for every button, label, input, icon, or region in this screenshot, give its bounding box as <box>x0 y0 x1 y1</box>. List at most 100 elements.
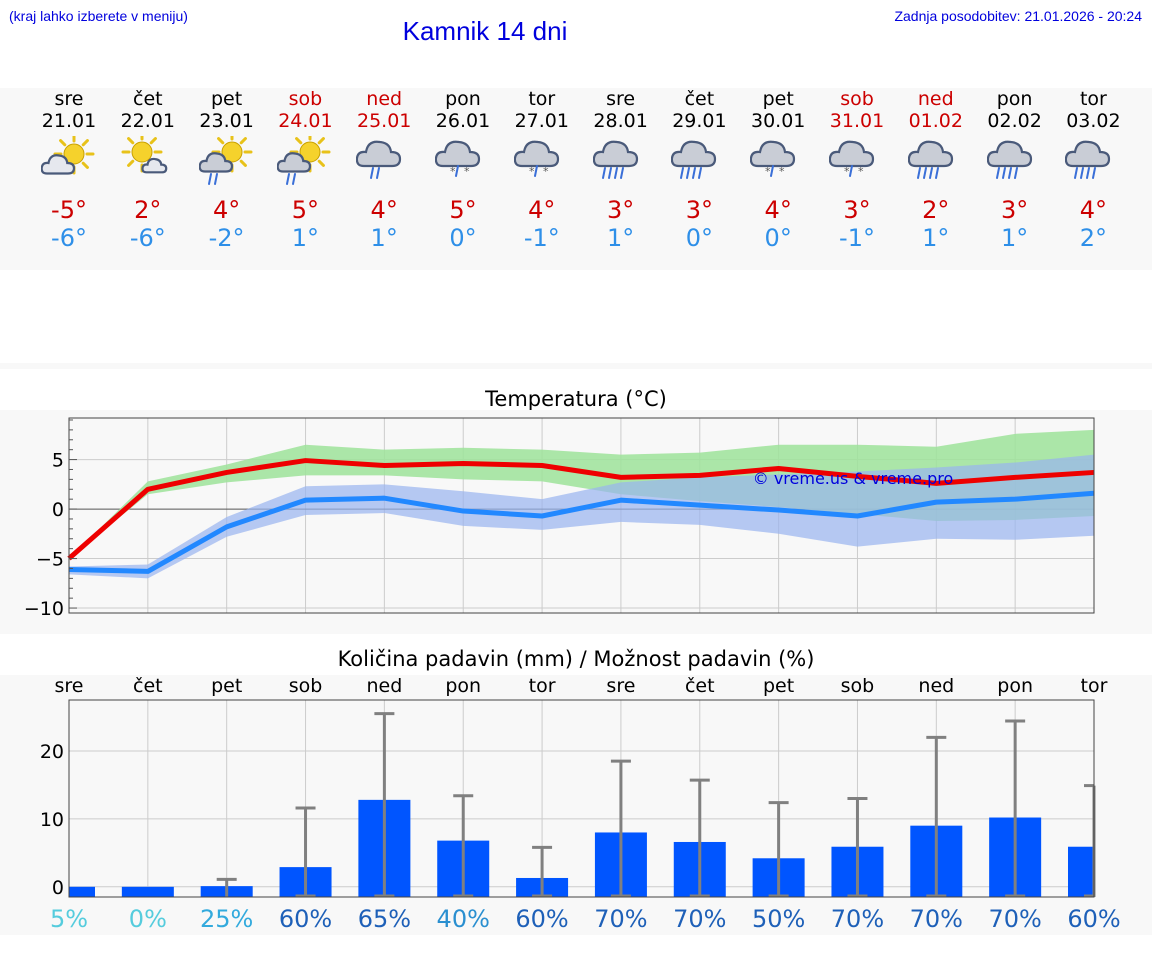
probability-label: 70% <box>673 905 726 933</box>
probability-label: 65% <box>358 905 411 933</box>
day-min-temp: 1° <box>1000 224 1029 252</box>
day-name: pet <box>762 88 794 110</box>
svg-text:*: * <box>858 165 864 178</box>
day-column: sre 21.01 -5° -6° <box>19 88 119 252</box>
category-label: tor <box>1081 675 1108 697</box>
day-name: sre <box>54 88 84 110</box>
error-bar <box>689 778 710 898</box>
day-column: pet 23.01 4° -2° <box>177 88 277 252</box>
day-name: pon <box>445 88 481 110</box>
category-label: sre <box>55 675 84 697</box>
day-max-temp: -5° <box>51 196 87 224</box>
cloud-heavy-rain-icon <box>571 132 671 196</box>
temperature-chart: −10 −5 0 5 © vreme.us & vreme.pro <box>24 417 1095 620</box>
day-column: čet 29.01 3° 0° <box>649 88 749 252</box>
precip-bar <box>1068 846 1094 897</box>
category-label: ned <box>918 675 954 697</box>
day-min-temp: 0° <box>449 224 477 252</box>
svg-text:*: * <box>450 165 456 178</box>
y-tick-label: −10 <box>24 598 64 620</box>
error-bar <box>216 877 237 897</box>
day-date: 02.02 <box>987 110 1042 132</box>
day-date: 21.01 <box>41 110 97 132</box>
cloud-heavy-rain-icon <box>965 132 1065 196</box>
day-max-temp: 3° <box>843 196 871 224</box>
probability-label: 60% <box>279 905 332 933</box>
probability-label: 5% <box>50 905 88 933</box>
svg-text:*: * <box>779 165 785 178</box>
probability-label: 70% <box>988 905 1041 933</box>
day-date: 27.01 <box>514 110 569 132</box>
day-max-temp: 4° <box>528 196 556 224</box>
day-min-temp: 2° <box>1079 224 1108 252</box>
day-date: 30.01 <box>750 110 806 132</box>
min-range-band <box>69 454 1094 579</box>
probability-label: 70% <box>831 905 884 933</box>
day-name: čet <box>133 88 163 110</box>
day-min-temp: 0° <box>685 224 714 252</box>
day-min-temp: -6° <box>51 224 87 252</box>
svg-text:*: * <box>844 165 850 178</box>
y-tick-label: 0 <box>52 499 64 521</box>
precip-bar <box>69 886 95 897</box>
day-max-temp: 3° <box>606 196 635 224</box>
day-name: pon <box>996 88 1033 110</box>
day-min-temp: -1° <box>839 224 875 252</box>
error-bar <box>847 797 868 898</box>
error-bar <box>768 801 789 898</box>
day-max-temp: 4° <box>1079 196 1108 224</box>
day-max-temp: 5° <box>291 196 320 224</box>
day-column: pon 26.01 * * 5° 0° <box>413 88 513 252</box>
cloud-rain-icon <box>334 132 434 196</box>
y-tick-label: −5 <box>36 549 64 571</box>
precipitation-chart: sre čet pet sob ned pon tor sre čet pet sob ned pon t… <box>40 675 1121 933</box>
day-name: sre <box>606 88 636 110</box>
day-max-temp: 4° <box>370 196 398 224</box>
day-date: 24.01 <box>278 110 333 132</box>
probability-label: 50% <box>752 905 805 933</box>
day-column: pet 30.01 * * 4° 0° <box>728 88 828 252</box>
category-label: ned <box>366 675 402 697</box>
y-tick-label: 5 <box>52 450 64 472</box>
error-bar <box>453 794 474 898</box>
day-name: sob <box>840 88 874 110</box>
day-date: 23.01 <box>199 110 254 132</box>
last-updated: Zadnja posodobitev: 21.01.2026 - 20:24 <box>894 8 1142 24</box>
probability-label: 70% <box>594 905 647 933</box>
day-max-temp: 4° <box>764 196 792 224</box>
day-name: pet <box>210 88 243 110</box>
sun-small-cloud-icon <box>98 132 198 196</box>
cloud-sleet-icon: * * <box>728 132 828 196</box>
day-column: sob 31.01 * * 3° -1° <box>807 88 907 252</box>
probability-label: 40% <box>437 905 490 933</box>
location-note: (kraj lahko izberete v meniju) <box>9 8 188 24</box>
sun-cloud-rain-icon <box>255 132 355 196</box>
cloud-sleet-icon: * * <box>807 132 907 196</box>
day-min-temp: 1° <box>370 224 398 252</box>
watermark: © vreme.us & vreme.pro <box>753 469 954 488</box>
category-label: pon <box>997 675 1033 697</box>
day-name: tor <box>528 88 556 110</box>
day-max-temp: 3° <box>685 196 714 224</box>
day-min-temp: -2° <box>208 224 245 252</box>
day-column: sob 24.01 5° 1° <box>255 88 355 252</box>
day-date: 22.01 <box>120 110 175 132</box>
day-name: čet <box>684 88 715 110</box>
error-bar <box>532 845 553 898</box>
day-column: tor 03.02 4° 2° <box>1043 88 1143 252</box>
day-column: tor 27.01 * * 4° -1° <box>492 88 592 252</box>
category-label: pon <box>445 675 481 697</box>
day-column: ned 25.01 4° 1° <box>334 88 434 252</box>
day-column: sre 28.01 3° 1° <box>571 88 671 252</box>
probability-label: 0% <box>129 905 167 933</box>
page-title: Kamnik 14 dni <box>402 16 568 46</box>
day-date: 31.01 <box>829 110 885 132</box>
day-column: čet 22.01 2° -6° <box>98 88 198 252</box>
probability-label: 60% <box>1067 905 1120 933</box>
day-date: 29.01 <box>672 110 727 132</box>
day-min-temp: -6° <box>129 224 166 252</box>
category-label: čet <box>685 675 715 697</box>
day-date: 25.01 <box>356 110 412 132</box>
error-bar <box>610 759 631 898</box>
day-max-temp: 4° <box>212 196 241 224</box>
